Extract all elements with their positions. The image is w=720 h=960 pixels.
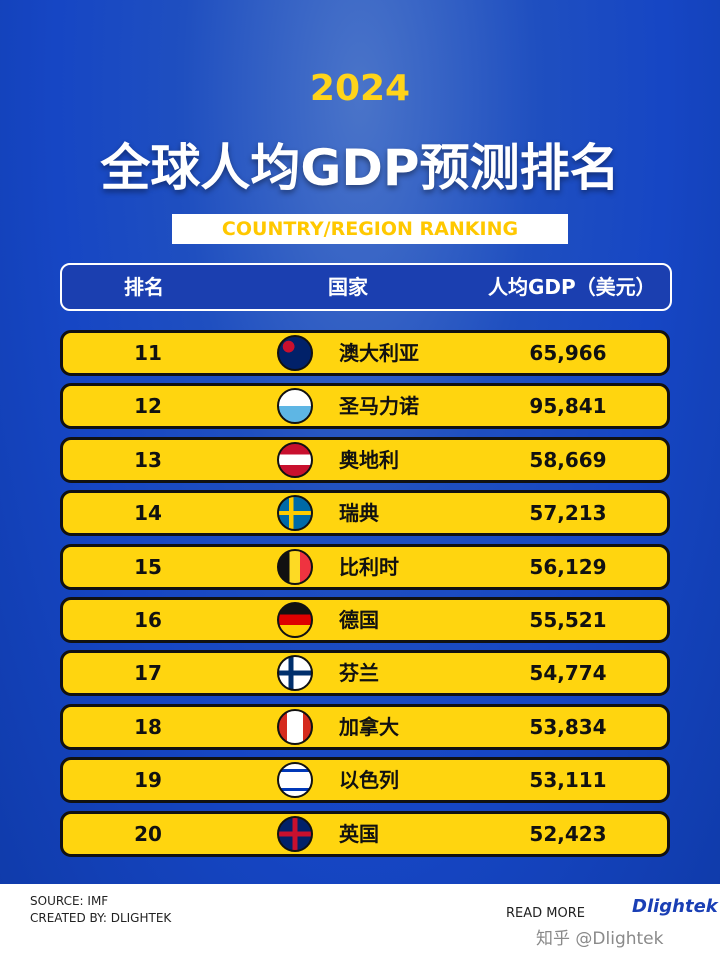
flag-icon: [277, 441, 313, 478]
gdp-value: 52,423: [529, 821, 607, 846]
flag-icon: [277, 388, 313, 425]
brand: Dlightek: [632, 896, 718, 917]
title: 全球人均GDP预测排名: [100, 139, 620, 197]
rank: 14: [134, 501, 162, 526]
gdp-value: 58,669: [529, 447, 607, 472]
column-header: 国家: [328, 275, 368, 299]
table-row: 13 奥地利 58,669: [60, 436, 670, 483]
gdp-value: 95,841: [529, 394, 607, 419]
country: 芬兰: [339, 661, 379, 686]
gdp-value: 65,966: [529, 341, 607, 365]
rank: 12: [134, 394, 162, 419]
country: 以色列: [339, 768, 399, 793]
gdp-value: 53,111: [529, 768, 607, 793]
source: SOURCE: IMF: [30, 894, 109, 908]
gdp-value: 57,213: [529, 501, 607, 526]
column-header: 排名: [124, 275, 164, 299]
rank: 19: [134, 768, 162, 793]
rank: 16: [134, 608, 162, 632]
watermark: 知乎 @Dlightek: [536, 929, 664, 949]
rank: 15: [134, 554, 162, 579]
rank: 18: [134, 714, 162, 739]
rank: 11: [134, 341, 162, 365]
country: 德国: [339, 608, 379, 632]
table-row: 18 加拿大 53,834: [60, 703, 670, 750]
country: 加拿大: [339, 714, 399, 739]
country: 圣马力诺: [339, 394, 419, 419]
gdp-value: 56,129: [529, 554, 607, 579]
table-row: 11 澳大利亚 65,966: [60, 330, 670, 376]
rank: 13: [134, 447, 162, 472]
column-header: 人均GDP（美元）: [488, 275, 656, 299]
table-row: 12 圣马力诺 95,841: [60, 383, 670, 430]
table-row: 15 比利时 56,129: [60, 543, 670, 590]
country: 比利时: [339, 554, 399, 579]
table-row: 14 瑞典 57,213: [60, 490, 670, 537]
country: 澳大利亚: [339, 341, 419, 365]
year: 2024: [309, 68, 411, 109]
table-row: 17 芬兰 54,774: [60, 650, 670, 697]
country: 英国: [339, 821, 379, 846]
flag-icon: [277, 548, 313, 585]
footer: SOURCE: IMF CREATED BY: DLIGHTEK READ MO…: [0, 884, 720, 960]
flag-icon: [277, 655, 313, 692]
credit: CREATED BY: DLIGHTEK: [30, 911, 172, 925]
flag-icon: [277, 708, 313, 745]
read-more[interactable]: READ MORE: [506, 906, 585, 921]
gdp-value: 53,834: [529, 714, 607, 739]
rank: 17: [134, 661, 162, 686]
subtitle: COUNTRY/REGION RANKING: [172, 214, 568, 244]
gdp-value: 54,774: [529, 661, 607, 686]
flag-icon: [277, 602, 313, 638]
flag-icon: [277, 335, 313, 371]
country: 瑞典: [339, 501, 379, 526]
country: 奥地利: [339, 447, 399, 472]
gdp-value: 55,521: [529, 608, 607, 632]
table-header: 排名 国家 人均GDP（美元）: [60, 263, 672, 311]
table-row: 20 英国 52,423: [60, 810, 670, 857]
flag-icon: [277, 495, 313, 532]
flag-icon: [277, 762, 313, 799]
table-row: 19 以色列 53,111: [60, 757, 670, 804]
flag-icon: [277, 815, 313, 852]
table-row: 16 德国 55,521: [60, 597, 670, 643]
rank: 20: [134, 821, 162, 846]
